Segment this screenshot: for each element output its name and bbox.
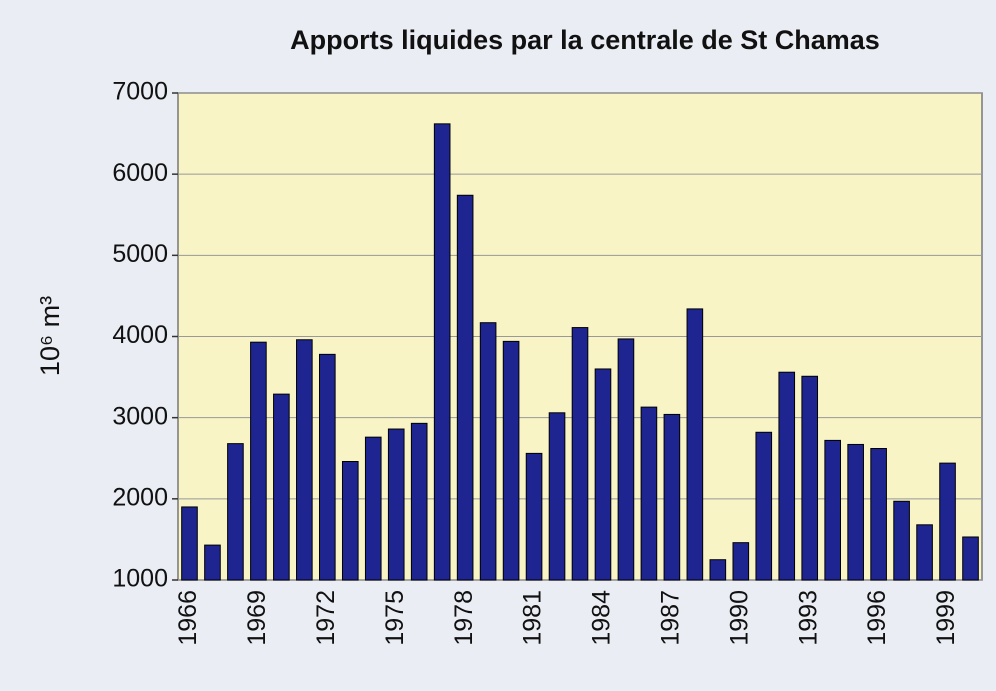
bar — [778, 371, 796, 581]
x-tick-label: 1975 — [381, 590, 409, 646]
bar — [433, 123, 451, 581]
x-tick-label: 1996 — [863, 590, 891, 646]
bar — [548, 412, 566, 581]
bar — [456, 194, 474, 581]
bar — [341, 460, 359, 581]
bar — [525, 452, 543, 581]
y-tick-label: 6000 — [112, 159, 168, 187]
bar — [916, 524, 933, 581]
bar — [893, 500, 910, 581]
bar — [296, 339, 313, 581]
y-tick-label: 3000 — [112, 402, 168, 430]
x-tick-label: 1981 — [519, 590, 547, 646]
y-tick-label: 5000 — [112, 240, 168, 268]
bar — [319, 353, 336, 581]
x-tick-label: 1990 — [725, 590, 753, 646]
bar — [410, 422, 428, 581]
y-axis-label: 10⁶ m³ — [35, 296, 65, 376]
x-tick-label: 1978 — [450, 590, 478, 646]
bar — [617, 338, 635, 581]
bar — [502, 340, 520, 581]
bar — [273, 393, 290, 581]
bar — [571, 327, 589, 581]
bar — [594, 368, 612, 581]
x-tick-label: 1984 — [588, 590, 616, 646]
bar — [709, 559, 727, 581]
bar — [204, 544, 221, 581]
bar — [870, 448, 887, 581]
bar — [755, 431, 773, 581]
y-tick-label: 4000 — [112, 321, 168, 349]
x-tick-label: 1966 — [174, 590, 202, 646]
bar — [939, 462, 956, 581]
bar — [686, 308, 704, 581]
bar — [824, 439, 841, 581]
bar — [962, 536, 979, 581]
bar — [801, 375, 819, 581]
bar — [387, 428, 405, 581]
y-tick-label: 1000 — [112, 565, 168, 593]
x-tick-label: 1993 — [794, 590, 822, 646]
bar — [640, 406, 658, 581]
x-tick-label: 1987 — [656, 590, 684, 646]
y-tick-label: 2000 — [112, 483, 168, 511]
bar — [364, 436, 382, 581]
bar — [479, 322, 497, 581]
x-tick-label: 1999 — [932, 590, 960, 646]
bar — [847, 443, 864, 581]
bar — [663, 413, 681, 581]
bar — [250, 341, 267, 581]
y-tick-label: 7000 — [112, 78, 168, 106]
bar — [732, 542, 750, 581]
bar — [181, 506, 198, 581]
x-tick-label: 1969 — [243, 590, 271, 646]
bar — [227, 443, 244, 581]
chart-title: Apports liquides par la centrale de St C… — [290, 25, 880, 55]
x-tick-label: 1972 — [312, 590, 340, 646]
